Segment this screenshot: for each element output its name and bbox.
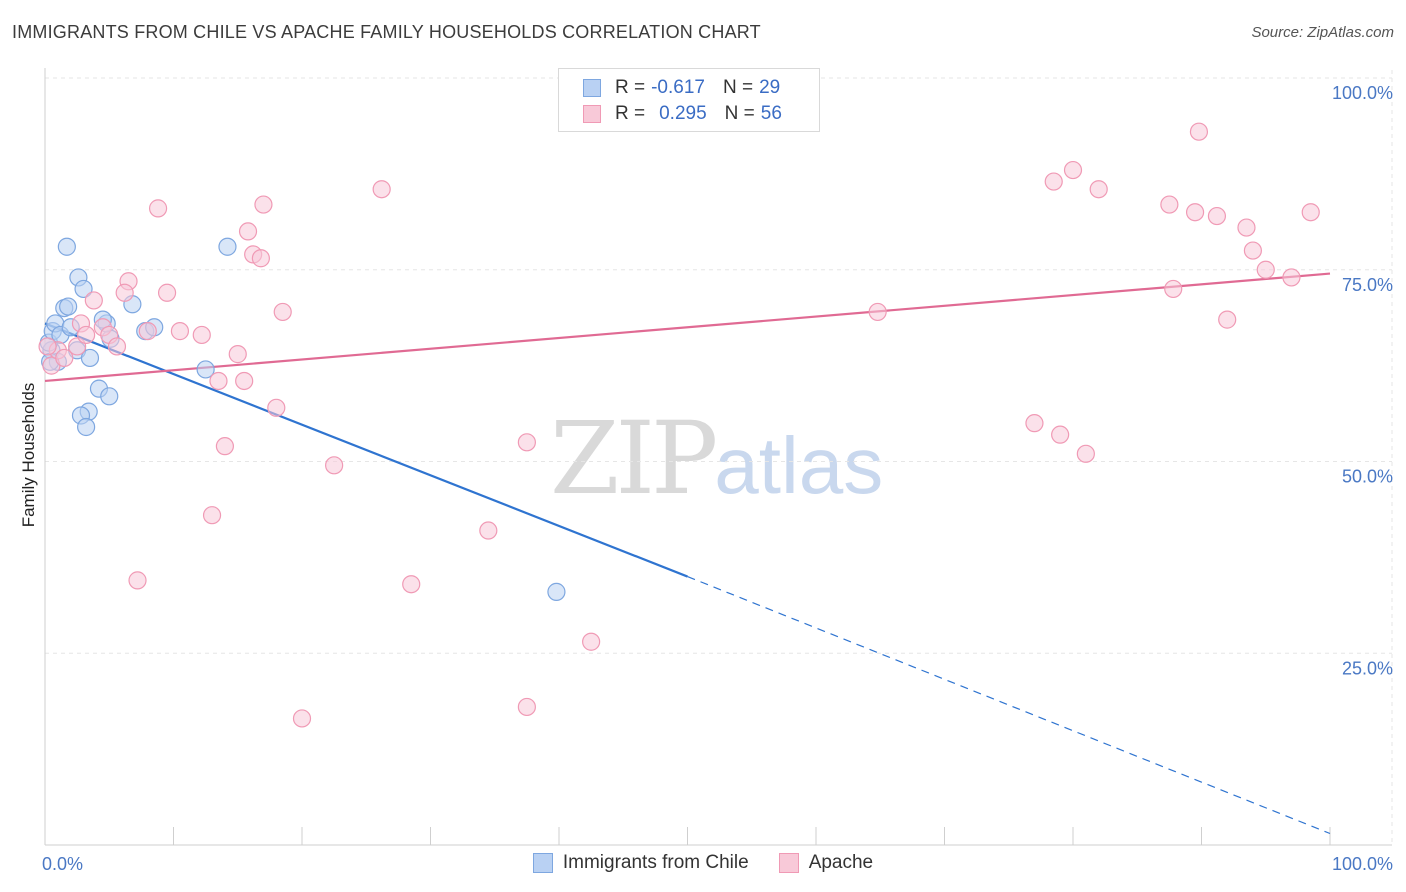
series-legend-chile: Immigrants from Chile [532,852,749,874]
point-chile [59,297,78,316]
source-label: Source: ZipAtlas.com [1251,24,1394,41]
legend-n-label: N = [724,103,755,124]
point-apache [1218,310,1237,329]
y-tick-label: 25.0% [1342,658,1393,678]
series-legend: Immigrants from Chile Apache [0,852,1406,874]
point-apache [1243,241,1263,260]
point-apache [1063,160,1083,180]
chart-title: IMMIGRANTS FROM CHILE VS APACHE FAMILY H… [12,22,761,42]
point-apache [107,337,127,356]
watermark-zip: ZIP [550,400,718,517]
point-apache [372,180,391,199]
point-apache [192,325,211,345]
point-apache [209,371,228,391]
y-tick-labels: 100.0% 75.0% 50.0% 25.0% [1332,83,1393,678]
point-apache [479,521,498,540]
point-apache [235,371,254,391]
trend-lines [44,272,1331,835]
point-apache [1237,218,1256,237]
point-apache [55,348,74,368]
point-apache [292,709,312,728]
y-tick-label: 75.0% [1342,275,1393,295]
point-chile [77,417,96,437]
point-apache [148,199,168,218]
trend-line-chile [44,322,688,578]
point-apache [202,506,222,525]
point-apache [402,575,421,594]
legend-r-value: -0.617 [651,77,705,98]
point-apache [1301,203,1320,222]
point-chile [80,348,100,368]
point-apache [517,697,536,717]
watermark-atlas: atlas [714,421,884,510]
point-apache [517,433,536,452]
grid [45,70,1393,845]
trend-line-chile-extension [687,575,1331,835]
point-apache [251,249,270,268]
point-apache [238,222,258,241]
legend-r-label: R = [615,77,646,98]
point-apache [157,283,177,302]
point-apache [215,437,234,456]
point-apache [138,322,157,341]
point-apache [582,632,601,651]
point-apache [254,195,273,214]
y-axis-label: Family Households [19,383,38,528]
point-apache [1076,444,1095,463]
point-chile [547,582,566,601]
legend-row-chile: R = -0.617 N = 29 [583,76,780,100]
legend-r-value: 0.295 [659,103,707,124]
stats-legend: R = -0.617 N = 29 R = 0.295 N = 56 [558,68,820,132]
legend-n-label: N = [722,77,754,98]
point-chile [100,387,119,406]
point-chile [196,360,215,379]
x-tick-labels: 0.0% 100.0% [42,854,1393,874]
point-apache [170,322,190,341]
point-apache [1051,425,1070,444]
point-apache [128,571,147,590]
trend-line-apache [44,272,1331,383]
series-swatch-chile [532,853,553,873]
series-label-apache: Apache [808,852,874,873]
legend-n-value: 56 [760,103,782,124]
point-chile [218,237,237,256]
point-apache [1044,172,1063,191]
y-tick-label: 100.0% [1332,83,1393,103]
point-apache [1164,279,1183,299]
watermark: ZIPatlas [550,400,883,517]
point-apache [868,302,887,322]
legend-swatch-chile [583,79,601,97]
data-points [38,122,1320,728]
point-apache [1025,414,1044,433]
series-legend-apache: Apache [778,852,874,874]
point-chile [74,279,93,299]
legend-n-value: 29 [759,77,781,98]
point-apache [38,337,57,356]
point-apache [115,283,134,302]
point-apache [273,302,292,322]
x-tick-label: 100.0% [1332,854,1393,874]
point-apache [325,456,344,475]
legend-row-apache: R = 0.295 N = 56 [583,102,782,126]
point-apache [1089,180,1108,199]
point-apache [1160,195,1179,214]
series-swatch-apache [778,853,799,873]
point-apache [1207,206,1227,226]
series-label-chile: Immigrants from Chile [562,852,749,873]
point-apache [1282,268,1301,287]
legend-swatch-apache [583,105,601,123]
point-apache [84,291,103,310]
point-apache [1189,122,1209,141]
point-chile [57,237,76,256]
point-apache [228,345,247,364]
point-apache [1185,203,1205,222]
point-apache [1256,260,1275,279]
legend-r-label: R = [615,103,646,124]
axes [44,68,1392,846]
x-tick-label: 0.0% [42,854,83,874]
point-apache [77,325,96,345]
point-apache [267,398,286,417]
y-tick-label: 50.0% [1342,467,1393,487]
